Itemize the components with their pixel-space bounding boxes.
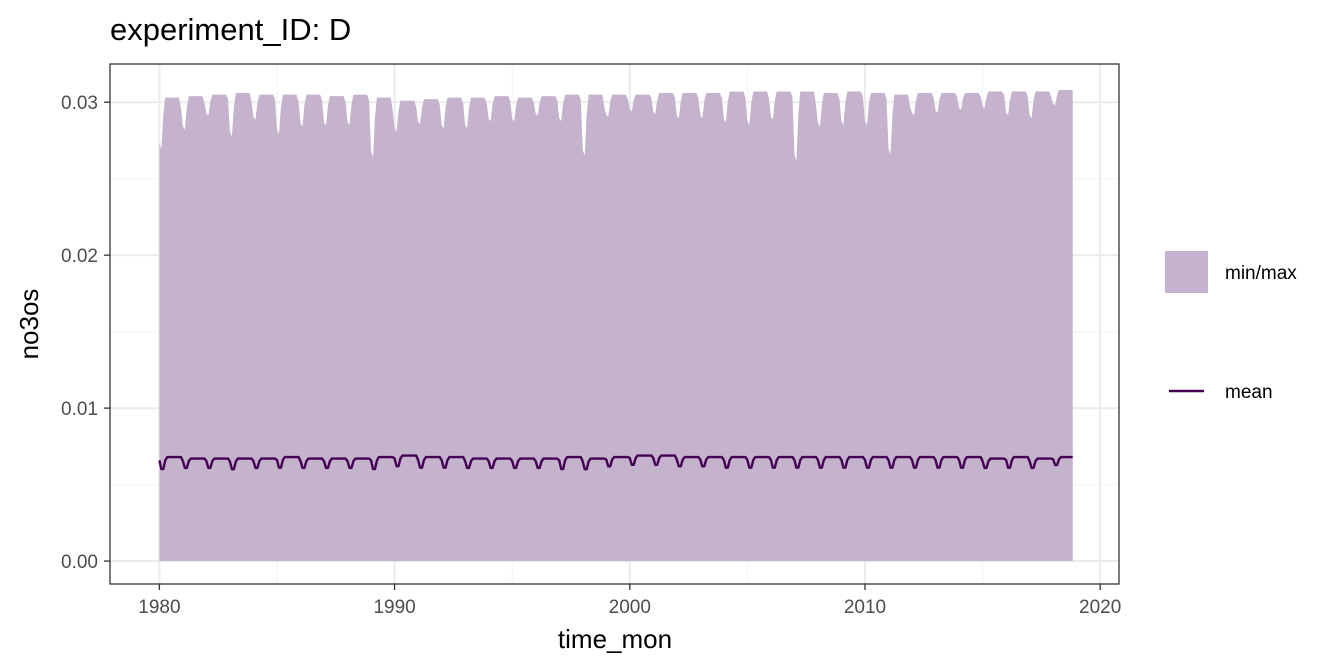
legend-label-mean: mean	[1225, 382, 1273, 403]
y-tick-label: 0.01	[61, 399, 98, 420]
y-tick-label: 0.03	[61, 93, 98, 114]
x-tick-label: 2000	[609, 597, 651, 618]
plot-panel-border	[109, 63, 1120, 585]
x-tick-label: 1990	[373, 597, 415, 618]
x-tick-label: 1980	[138, 597, 180, 618]
y-axis-title: no3os	[14, 289, 44, 360]
x-axis-title: time_mon	[558, 624, 672, 654]
series-min-max-ribbon	[159, 90, 1073, 562]
legend-key-min-max	[1165, 251, 1208, 293]
chart-title: experiment_ID: D	[110, 12, 351, 47]
data-layer	[158, 90, 1073, 562]
series-mean-line	[158, 454, 1073, 471]
y-tick-label: 0.02	[61, 246, 98, 267]
x-tick-label: 2020	[1079, 597, 1121, 618]
x-tick-label: 2010	[844, 597, 886, 618]
legend-label-min-max: min/max	[1225, 263, 1297, 284]
x-axis: 1980 1990 2000 2010 2020	[138, 584, 1121, 618]
y-tick-label: 0.00	[61, 552, 98, 573]
y-axis: 0.00 0.01 0.02 0.03	[61, 93, 110, 573]
legend: min/max mean	[1165, 251, 1297, 403]
